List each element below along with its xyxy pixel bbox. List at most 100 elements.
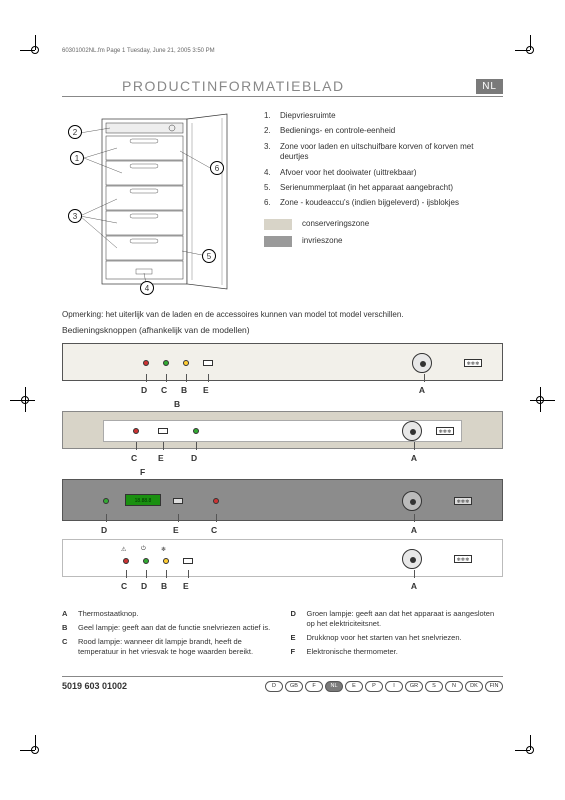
item-text: Zone - koudeaccu's (indien bijgeleverd) … [280, 198, 459, 208]
thermostat-dial-icon [402, 421, 422, 441]
alarm-icon: ⚠ [121, 546, 126, 553]
green-light-icon [143, 558, 149, 564]
red-light-icon [143, 360, 149, 366]
item-num: 2. [264, 126, 274, 136]
red-light-icon [123, 558, 129, 564]
panel2-letter-d: D [191, 453, 197, 463]
thermostat-dial-icon [402, 491, 422, 511]
thermostat-dial-icon [402, 549, 422, 569]
panel3-letter-c: C [211, 525, 217, 535]
item-text: Afvoer voor het dooiwater (uittrekbaar) [280, 168, 417, 178]
panel3-letter-a: A [411, 525, 417, 535]
control-panel-4: ⚠ ⏻ ❄ ❄❄❄ [62, 539, 503, 577]
callout-1: 1 [70, 151, 84, 165]
lang-circle-gr: GR [405, 681, 423, 692]
panel4-letter-a: A [411, 581, 417, 591]
lang-circle-i: I [385, 681, 403, 692]
legend-text: Groen lampje: geeft aan dat het apparaat… [307, 609, 504, 629]
language-badge: NL [476, 79, 503, 94]
red-light-icon [213, 498, 219, 504]
item-text: Bedienings- en controle-eenheid [280, 126, 395, 136]
legend-text: Geel lampje: geeft aan dat de functie sn… [78, 623, 270, 633]
conservation-zone-swatch [264, 219, 292, 230]
panel1-letter-b: B [181, 385, 187, 395]
callout-2: 2 [68, 125, 82, 139]
button-icon [158, 428, 168, 434]
item-text: Serienummerplaat (in het apparaat aangeb… [280, 183, 453, 193]
control-panel-3: 18.88.8 ❄❄❄ [62, 479, 503, 521]
green-light-icon [103, 498, 109, 504]
green-light-icon [163, 360, 169, 366]
green-light-icon [193, 428, 199, 434]
yellow-light-icon [183, 360, 189, 366]
diagram-legend: 1.Diepvriesruimte 2.Bedienings- en contr… [264, 111, 503, 296]
snowflake-icon: ❄❄❄ [436, 427, 454, 435]
item-num: 5. [264, 183, 274, 193]
panel3-letter-e: E [173, 525, 179, 535]
legend-key: C [62, 637, 72, 657]
title-row: PRODUCTINFORMATIEBLAD NL [62, 78, 503, 97]
panel4-letter-c: C [121, 581, 127, 591]
panel2-letter-c: C [131, 453, 137, 463]
note-text: Opmerking: het uiterlijk van de laden en… [62, 310, 503, 319]
thermostat-dial-icon [412, 353, 432, 373]
lang-circle-nl: NL [325, 681, 343, 692]
legend-key: D [291, 609, 301, 629]
legend-key: A [62, 609, 72, 619]
panel4-letter-e: E [183, 581, 189, 591]
freezing-zone-label: invrieszone [302, 236, 342, 246]
item-num: 6. [264, 198, 274, 208]
legend-key: E [291, 633, 301, 643]
conservation-zone-label: conserveringszone [302, 219, 369, 229]
panel1-letter-e: E [203, 385, 209, 395]
legend-text: Thermostaatknop. [78, 609, 138, 619]
panel3-letter-f: F [140, 467, 145, 477]
legend-text: Drukknop voor het starten van het snelvr… [307, 633, 462, 643]
panel1-letter-a: A [419, 385, 425, 395]
freezing-zone-swatch [264, 236, 292, 247]
lang-circle-d: D [265, 681, 283, 692]
legend-key: B [62, 623, 72, 633]
lang-circle-n: N [445, 681, 463, 692]
lang-circle-fin: FIN [485, 681, 503, 692]
lang-circle-e: E [345, 681, 363, 692]
item-text: Zone voor laden en uitschuifbare korven … [280, 142, 503, 163]
snowflake-icon: ❄❄❄ [464, 359, 482, 367]
panel1-letter-d: D [141, 385, 147, 395]
lang-circle-f: F [305, 681, 323, 692]
snowflake-icon: ❄❄❄ [454, 497, 472, 505]
language-selector: DGBFNLEPIGRSNDKFIN [265, 681, 503, 692]
item-num: 4. [264, 168, 274, 178]
button-icon [183, 558, 193, 564]
button-icon [173, 498, 183, 504]
lang-circle-s: S [425, 681, 443, 692]
diagram-section: 1 2 3 4 5 6 1.Diepvriesruimte 2.Bedienin… [62, 111, 503, 296]
panel3-letter-d: D [101, 525, 107, 535]
footer-code: 5019 603 01002 [62, 681, 127, 691]
red-light-icon [133, 428, 139, 434]
callout-5: 5 [202, 249, 216, 263]
snowflake-icon: ❄❄❄ [454, 555, 472, 563]
lang-circle-gb: GB [285, 681, 303, 692]
page-title: PRODUCTINFORMATIEBLAD [122, 78, 345, 94]
panel2-letter-e: E [158, 453, 164, 463]
callout-3: 3 [68, 209, 82, 223]
lang-circle-p: P [365, 681, 383, 692]
lang-circle-dk: DK [465, 681, 483, 692]
freezer-diagram: 1 2 3 4 5 6 [62, 111, 252, 296]
control-panel-1: ❄❄❄ [62, 343, 503, 381]
control-panel-2: ❄❄❄ [62, 411, 503, 449]
legend-key: F [291, 647, 301, 657]
legend-text: Rood lampje: wanneer dit lampje brandt, … [78, 637, 275, 657]
bottom-legend: A Thermostaatknop. B Geel lampje: geeft aa… [62, 609, 503, 662]
yellow-light-icon [163, 558, 169, 564]
legend-text: Elektronische thermometer. [307, 647, 398, 657]
footer: 5019 603 01002 DGBFNLEPIGRSNDKFIN [62, 676, 503, 692]
callout-4: 4 [140, 281, 154, 295]
digital-display: 18.88.8 [125, 494, 161, 506]
subheading: Bedieningsknoppen (afhankelijk van de mo… [62, 325, 503, 335]
panel1-letter-c: C [161, 385, 167, 395]
item-text: Diepvriesruimte [280, 111, 336, 121]
header-meta: 60301002NL.fm Page 1 Tuesday, June 21, 2… [62, 48, 503, 54]
page: 60301002NL.fm Page 1 Tuesday, June 21, 2… [0, 0, 565, 732]
